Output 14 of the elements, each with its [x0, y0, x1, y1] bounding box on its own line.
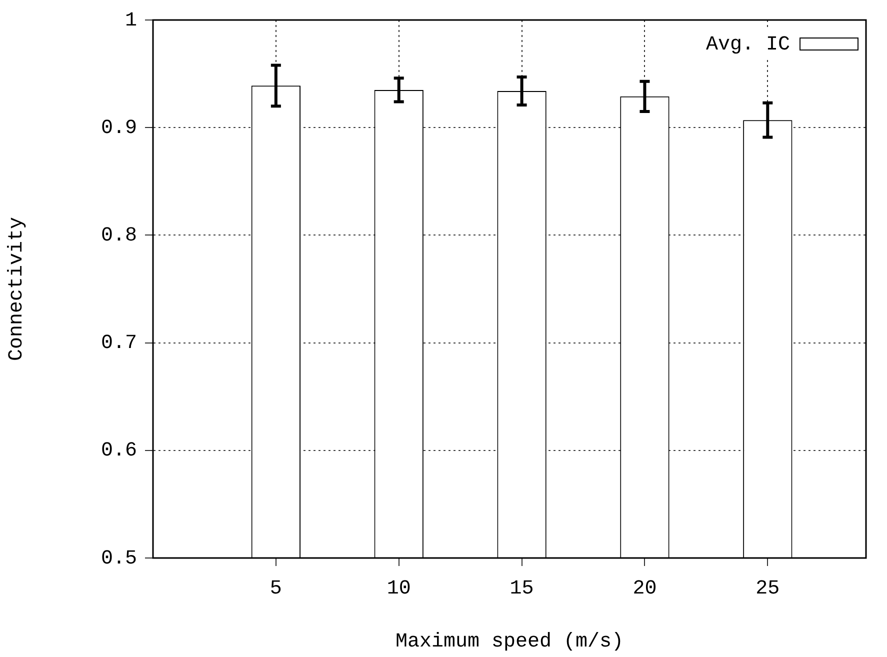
x-tick-label: 15: [510, 577, 534, 600]
y-tick-label: 0.8: [100, 224, 137, 248]
x-tick-label: 5: [270, 577, 282, 600]
y-tick-label: 0.7: [100, 332, 137, 356]
y-tick-label: 1: [124, 9, 137, 32]
x-tick-label: 20: [632, 577, 657, 600]
y-axis-title: Connectivity: [5, 216, 28, 362]
y-tick-label: 0.5: [100, 547, 137, 570]
text: Avg. IC: [706, 33, 790, 56]
y-tick-label: 0.6: [100, 440, 137, 463]
x-tick-label: 25: [756, 577, 780, 600]
x-axis-title: Maximum speed (m/s): [395, 630, 624, 654]
x-tick-label: 10: [386, 577, 411, 600]
y-tick-label: 0.9: [100, 116, 137, 140]
